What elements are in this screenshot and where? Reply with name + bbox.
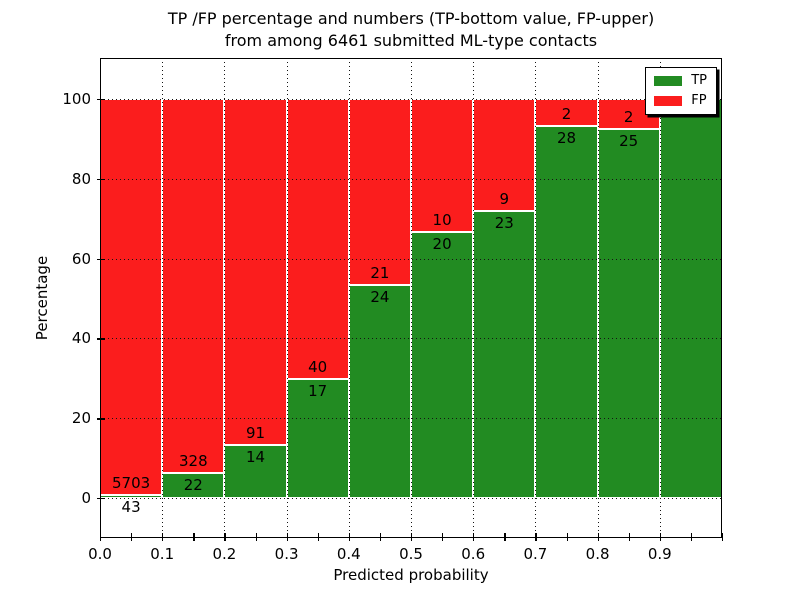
chart-title: TP /FP percentage and numbers (TP-bottom… xyxy=(100,8,722,52)
x-tick-label: 0.8 xyxy=(585,545,610,563)
x-gridline xyxy=(659,58,661,538)
x-tick-mark xyxy=(690,533,693,541)
x-tick-mark xyxy=(535,533,537,541)
fp-count-label: 91 xyxy=(245,423,266,442)
x-tick-mark xyxy=(348,533,351,541)
y-tick-mark xyxy=(97,338,105,340)
x-tick-mark xyxy=(162,533,164,541)
y-tick-mark xyxy=(97,498,105,500)
bar-segment-fp xyxy=(286,99,349,380)
tp-count-label: 24 xyxy=(370,288,390,307)
fp-count-label: 21 xyxy=(370,264,390,283)
y-tick-label: 20 xyxy=(71,409,91,428)
tp-count-label: 25 xyxy=(619,131,639,150)
fp-count-label: 9 xyxy=(499,190,510,209)
x-gridline xyxy=(411,58,412,538)
bar-segment-tp xyxy=(224,444,287,499)
tp-count-label: 17 xyxy=(308,382,328,401)
bar-segment-fp xyxy=(162,99,225,474)
x-tick-mark xyxy=(442,533,444,541)
x-gridline xyxy=(224,58,226,538)
x-gridline xyxy=(473,58,475,538)
x-tick-label: 0.1 xyxy=(150,545,175,563)
legend-entry-tp: TP xyxy=(654,74,707,87)
tp-count-label: 14 xyxy=(245,447,266,466)
bar-segment-tp xyxy=(411,232,474,499)
x-tick-mark xyxy=(100,533,102,541)
legend-label-fp: FP xyxy=(691,93,707,108)
tp-color-swatch xyxy=(654,75,683,86)
fp-count-label: 328 xyxy=(178,452,208,471)
x-tick-mark xyxy=(628,533,630,541)
tp-count-label: 23 xyxy=(494,214,514,233)
x-tick-label: 0.5 xyxy=(399,545,423,563)
x-tick-mark xyxy=(131,533,133,541)
y-tick-label: 40 xyxy=(71,329,91,348)
legend: TP FP xyxy=(645,67,717,115)
tp-count-label: 43 xyxy=(121,498,141,517)
legend-label-tp: TP xyxy=(691,73,707,88)
y-tick-label: 100 xyxy=(62,90,91,109)
x-tick-mark xyxy=(659,533,662,541)
tp-count-label: 28 xyxy=(556,128,577,147)
bar-segment-fp xyxy=(348,99,411,286)
x-tick-label: 0.9 xyxy=(647,545,672,563)
x-axis-label: Predicted probability xyxy=(333,566,489,584)
y-tick-mark xyxy=(97,178,105,181)
tp-count-label: 22 xyxy=(183,476,203,495)
x-tick-label: 0.3 xyxy=(274,545,299,563)
bar-segment-fp xyxy=(224,99,287,445)
x-tick-mark xyxy=(317,533,319,541)
fp-color-swatch xyxy=(654,95,683,106)
x-tick-mark xyxy=(597,533,599,541)
bar-segment-tp xyxy=(597,128,660,499)
tp-count-label: 20 xyxy=(432,235,452,254)
x-tick-label: 0.7 xyxy=(523,545,548,563)
x-gridline xyxy=(535,58,537,538)
fp-count-label: 2 xyxy=(561,104,572,123)
x-gridline xyxy=(348,58,350,538)
y-tick-label: 60 xyxy=(71,249,91,268)
x-tick-mark xyxy=(722,533,724,541)
x-tick-mark xyxy=(473,533,475,541)
fp-count-label: 10 xyxy=(432,211,452,230)
x-tick-label: 0.6 xyxy=(461,545,486,563)
bar-segment-tp xyxy=(162,473,225,499)
fp-count-label: 2 xyxy=(623,107,634,126)
y-tick-mark xyxy=(97,99,105,101)
x-gridline xyxy=(162,58,164,538)
y-tick-mark xyxy=(97,418,105,420)
y-tick-label: 80 xyxy=(71,169,91,188)
bar-segment-tp xyxy=(659,99,722,499)
fp-count-label: 40 xyxy=(308,358,328,377)
x-gridline xyxy=(286,58,288,538)
chart-title-line1: TP /FP percentage and numbers (TP-bottom… xyxy=(167,9,655,28)
bar-segment-fp xyxy=(100,99,163,496)
x-tick-mark xyxy=(193,533,195,541)
legend-entry-fp: FP xyxy=(654,94,707,107)
x-tick-mark xyxy=(504,533,506,541)
x-tick-mark xyxy=(224,533,226,541)
y-tick-mark xyxy=(97,258,105,260)
bar-segment-tp xyxy=(286,379,349,499)
y-tick-label: 0 xyxy=(81,489,91,508)
bar-segment-tp xyxy=(473,211,536,499)
x-tick-mark xyxy=(411,533,413,541)
y-axis-label: Percentage xyxy=(33,255,51,341)
chart-title-line2: from among 6461 submitted ML-type contac… xyxy=(224,31,598,51)
x-gridline xyxy=(597,58,599,538)
x-tick-mark xyxy=(255,533,257,541)
x-tick-label: 0.2 xyxy=(212,545,237,563)
plot-area: TP FP 5703 43 328 22 91 14 40 17 21 24 10 20 9 23 2 28 2… xyxy=(62,58,724,563)
x-tick-mark xyxy=(379,533,382,541)
x-tick-mark xyxy=(566,533,568,541)
x-tick-label: 0.0 xyxy=(88,545,112,563)
bar-segment-tp xyxy=(535,125,598,499)
bar-segment-tp xyxy=(348,285,411,499)
x-tick-label: 0.4 xyxy=(336,545,361,563)
x-tick-mark xyxy=(286,533,288,541)
fp-count-label: 5703 xyxy=(112,474,151,493)
